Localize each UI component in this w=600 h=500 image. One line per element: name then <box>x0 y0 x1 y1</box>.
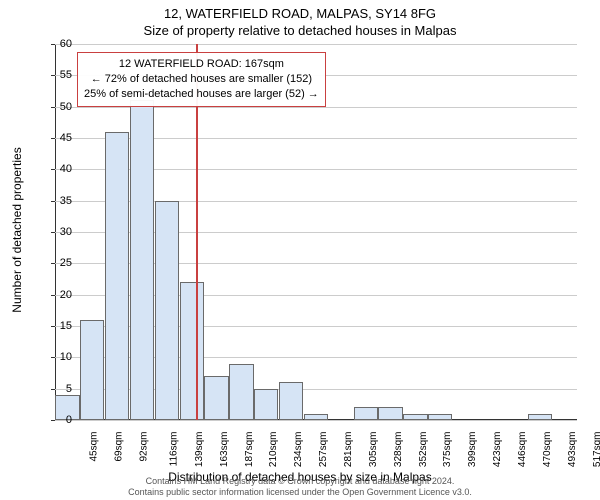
histogram-bar <box>254 389 278 420</box>
xtick-label: 69sqm <box>114 432 125 462</box>
histogram-bar <box>403 414 427 420</box>
histogram-bar <box>130 100 154 420</box>
xtick-label: 446sqm <box>517 432 528 468</box>
ytick-label: 55 <box>52 69 72 81</box>
xtick-label: 375sqm <box>443 432 454 468</box>
xtick-label: 305sqm <box>368 432 379 468</box>
xtick-label: 210sqm <box>269 432 280 468</box>
callout-line: 25% of semi-detached houses are larger (… <box>84 87 319 102</box>
xtick-label: 257sqm <box>318 432 329 468</box>
page-title: 12, WATERFIELD ROAD, MALPAS, SY14 8FG <box>0 0 600 21</box>
histogram-bar <box>204 376 228 420</box>
histogram-bar <box>155 201 179 420</box>
xtick-label: 234sqm <box>293 432 304 468</box>
histogram-bar <box>105 132 129 420</box>
xtick-label: 352sqm <box>418 432 429 468</box>
histogram-bar <box>354 407 378 420</box>
callout-box: 12 WATERFIELD ROAD: 167sqm← 72% of detac… <box>77 52 326 107</box>
ytick-label: 40 <box>52 163 72 175</box>
ytick-label: 45 <box>52 132 72 144</box>
xtick-label: 423sqm <box>492 432 503 468</box>
histogram-bar <box>528 414 552 420</box>
footer-line-2: Contains public sector information licen… <box>0 487 600 498</box>
xtick-label: 470sqm <box>542 432 553 468</box>
histogram-bar <box>279 382 303 420</box>
ytick-label: 50 <box>52 101 72 113</box>
histogram-bar <box>229 364 253 420</box>
xtick-label: 399sqm <box>467 432 478 468</box>
xtick-label: 92sqm <box>139 432 150 462</box>
xtick-label: 45sqm <box>89 432 100 462</box>
ytick-label: 35 <box>52 195 72 207</box>
footer-attribution: Contains HM Land Registry data © Crown c… <box>0 476 600 499</box>
gridline <box>55 44 577 45</box>
xtick-label: 139sqm <box>194 432 205 468</box>
xtick-label: 187sqm <box>244 432 255 468</box>
ytick-label: 60 <box>52 38 72 50</box>
histogram-bar <box>378 407 402 420</box>
ytick-label: 15 <box>52 320 72 332</box>
histogram-bar <box>180 282 204 420</box>
xtick-label: 517sqm <box>592 432 600 468</box>
xtick-label: 163sqm <box>219 432 230 468</box>
chart-plot-area: 12 WATERFIELD ROAD: 167sqm← 72% of detac… <box>55 44 577 420</box>
footer-line-1: Contains HM Land Registry data © Crown c… <box>0 476 600 487</box>
xtick-label: 493sqm <box>567 432 578 468</box>
callout-line: ← 72% of detached houses are smaller (15… <box>84 72 319 87</box>
page-subtitle: Size of property relative to detached ho… <box>0 21 600 38</box>
ytick-label: 0 <box>52 414 72 426</box>
gridline <box>55 420 577 421</box>
xtick-label: 328sqm <box>393 432 404 468</box>
ytick-label: 20 <box>52 289 72 301</box>
xtick-label: 281sqm <box>343 432 354 468</box>
y-axis-label: Number of detached properties <box>10 147 24 312</box>
ytick-label: 25 <box>52 257 72 269</box>
callout-line: 12 WATERFIELD ROAD: 167sqm <box>84 57 319 72</box>
histogram-bar <box>304 414 328 420</box>
histogram-bar <box>428 414 452 420</box>
xtick-label: 116sqm <box>168 432 179 467</box>
histogram-bar <box>80 320 104 420</box>
ytick-label: 5 <box>52 383 72 395</box>
ytick-label: 30 <box>52 226 72 238</box>
ytick-label: 10 <box>52 351 72 363</box>
